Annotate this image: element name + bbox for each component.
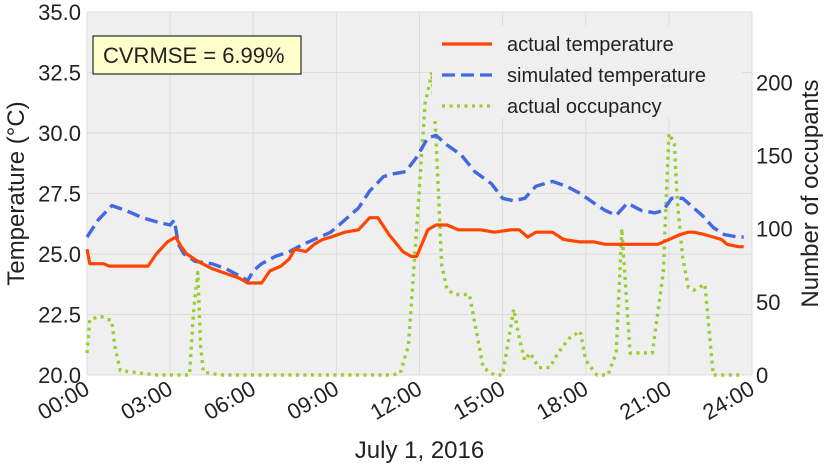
- y-right-tick-label: 50: [756, 290, 780, 315]
- y-right-tick-label: 200: [756, 70, 793, 95]
- legend-label: simulated temperature: [507, 65, 706, 87]
- annotation-text: CVRMSE = 6.99%: [103, 43, 285, 68]
- x-axis-label: July 1, 2016: [355, 437, 484, 464]
- y-axis-left-label: Temperature (°C): [3, 101, 30, 285]
- legend-label: actual occupancy: [507, 96, 662, 118]
- series-line-simulated-temperature: [85, 133, 744, 283]
- x-tick-label: 09:00: [283, 376, 343, 425]
- y-left-tick-label: 22.5: [38, 303, 81, 328]
- x-tick-label: 03:00: [116, 376, 176, 425]
- cvrmse-annotation: CVRMSE = 6.99%: [92, 35, 302, 75]
- y-axis-right-label: Number of occupants: [797, 79, 824, 307]
- y-left-tick-label: 35.0: [38, 0, 81, 25]
- x-tick-label: 24:00: [698, 376, 758, 425]
- x-tick-label: 15:00: [449, 376, 509, 425]
- y-left-tick-label: 25.0: [38, 242, 81, 267]
- y-left-tick-label: 27.5: [38, 182, 81, 207]
- legend-label: actual temperature: [507, 34, 674, 56]
- series-layer: [85, 70, 744, 377]
- legend: actual temperature simulated temperature a…: [432, 26, 742, 118]
- x-tick-label: 21:00: [615, 376, 675, 425]
- y-right-tick-label: 0: [756, 363, 768, 388]
- y-right-tick-label: 100: [756, 217, 793, 242]
- series-line-actual-temperature: [85, 216, 744, 285]
- x-tick-label: 06:00: [200, 376, 260, 425]
- x-tick-label: 18:00: [532, 376, 592, 425]
- annotation-box: [92, 35, 302, 75]
- x-tick-label: 12:00: [366, 376, 426, 425]
- y-left-tick-label: 32.5: [38, 61, 81, 86]
- legend-background: [432, 26, 742, 118]
- y-left-tick-label: 20.0: [38, 363, 81, 388]
- y-left-tick-label: 30.0: [38, 121, 81, 146]
- y-right-tick-label: 150: [756, 143, 793, 168]
